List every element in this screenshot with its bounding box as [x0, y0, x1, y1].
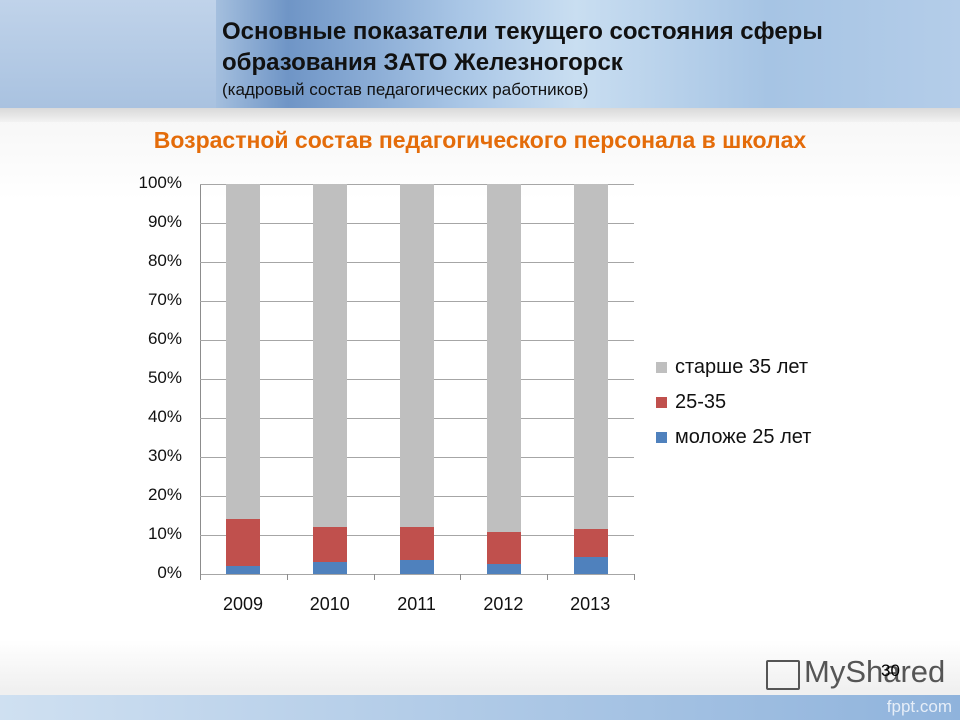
bar-segment	[313, 562, 348, 574]
y-tick-label: 80%	[147, 251, 182, 270]
bar-segment	[400, 184, 434, 528]
chart-title: Возрастной состав педагогического персон…	[153, 127, 807, 153]
bar-2013	[573, 184, 608, 574]
x-tick-mark	[634, 574, 635, 580]
footer-site: fppt.com	[886, 697, 952, 716]
y-tick-label: 10%	[147, 524, 182, 543]
bar-segment	[573, 556, 608, 574]
presentation-icon	[766, 660, 800, 690]
y-tick-label: 30%	[147, 446, 182, 465]
y-tick-label: 100%	[138, 173, 182, 192]
bar-segment	[486, 531, 521, 565]
y-tick-label: 20%	[147, 485, 182, 504]
gridline	[200, 574, 634, 575]
y-tick-label: 90%	[147, 212, 182, 231]
chart-legend: старше 35 лет 25-35 моложе 25 лет	[656, 350, 811, 455]
x-tick-mark	[373, 574, 375, 580]
bar-segment	[400, 527, 434, 561]
bar-segment	[226, 519, 261, 567]
x-tick-mark	[547, 574, 549, 580]
watermark-text: MyShared	[804, 654, 946, 689]
footer-band	[0, 695, 960, 720]
y-tick-label: 60%	[147, 329, 182, 348]
bar-2011	[400, 184, 434, 574]
x-tick-mark	[200, 574, 201, 580]
legend-label: 25-35	[675, 391, 727, 413]
bar-segment	[226, 184, 261, 520]
legend-label: старше 35 лет	[675, 356, 808, 378]
legend-item: 25-35	[656, 385, 811, 420]
bar-segment	[226, 566, 261, 574]
y-tick-label: 0%	[157, 563, 182, 582]
bar-2009	[226, 184, 261, 574]
x-tick-label: 2009	[222, 594, 264, 614]
legend-item: моложе 25 лет	[656, 420, 811, 455]
slide-title-line2: образования ЗАТО Железногорск	[222, 49, 623, 76]
legend-item: старше 35 лет	[656, 350, 811, 385]
legend-swatch	[656, 432, 667, 443]
legend-swatch	[656, 362, 667, 373]
x-tick-mark	[460, 574, 462, 580]
bar-segment	[400, 560, 434, 574]
bar-segment	[573, 529, 608, 557]
y-tick-label: 70%	[147, 290, 182, 309]
bar-2010	[313, 184, 348, 574]
bar-segment	[573, 184, 608, 530]
x-tick-label: 2011	[397, 594, 436, 614]
header-divider	[0, 108, 960, 122]
bar-segment	[313, 527, 348, 563]
x-tick-label: 2013	[570, 594, 611, 614]
y-tick-label: 50%	[147, 368, 182, 387]
bar-2012	[486, 184, 521, 574]
header-left-panel	[0, 0, 216, 108]
x-tick-label: 2012	[483, 594, 524, 614]
bar-segment	[313, 184, 348, 528]
x-tick-label: 2010	[309, 594, 350, 614]
chart-plot-area	[200, 184, 634, 575]
bar-segment	[486, 564, 521, 574]
page-number: 30	[881, 661, 900, 680]
x-tick-mark	[286, 574, 288, 580]
slide-title: Основные показатели текущего состояния с…	[222, 16, 823, 78]
bar-segment	[486, 184, 521, 532]
legend-label: моложе 25 лет	[675, 426, 812, 448]
slide-subtitle: (кадровый состав педагогических работник…	[222, 80, 589, 99]
legend-swatch	[656, 397, 667, 408]
slide-title-line1: Основные показатели текущего состояния с…	[222, 18, 823, 45]
y-tick-label: 40%	[147, 407, 182, 426]
